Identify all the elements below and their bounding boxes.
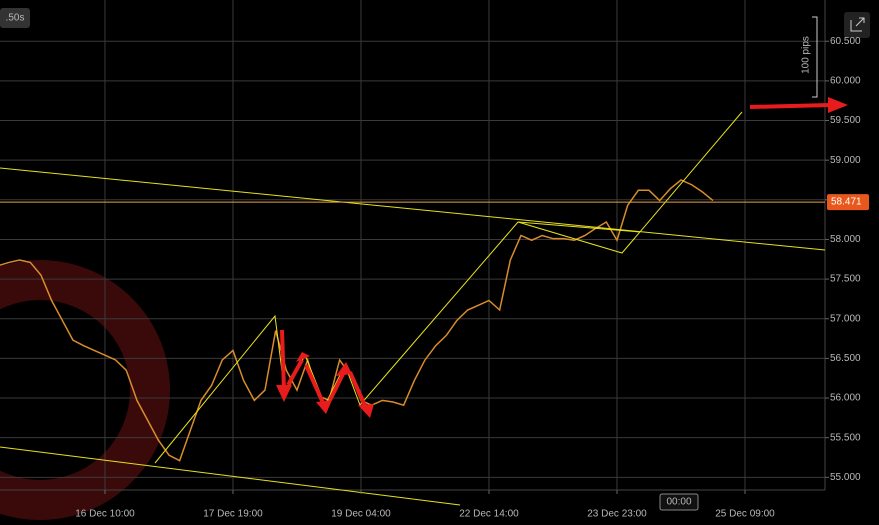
zigzag [154,111,743,464]
timeframe-box[interactable] [0,8,30,28]
arrow-head [276,385,292,402]
arrows [276,97,848,418]
x-tick-label: 17 Dec 19:00 [203,509,263,520]
y-tick-label: 57.500 [830,274,861,285]
y-tick-label: 55.500 [830,432,861,443]
current-price-label: 58.471 [831,197,862,208]
crosshair-box [659,493,699,511]
arrow-head [316,400,332,414]
range-bracket [812,16,818,98]
arrow-head [336,362,352,376]
y-tick-label: 60.500 [830,36,861,47]
arrow [328,371,346,401]
x-tick-label: 19 Dec 04:00 [331,509,391,520]
trend-line [0,167,826,251]
crosshair-label: 00:00 [666,497,691,508]
watermark [0,260,170,520]
arrow [749,103,831,109]
y-tick-label: 60.000 [830,76,861,87]
arrow-head [358,404,374,418]
arrow-head [828,97,848,113]
timeframe-label[interactable]: .50s [6,13,25,24]
arrow [304,364,326,406]
x-tick-label: 16 Dec 10:00 [75,509,135,520]
x-tick-label: 25 Dec 09:00 [715,509,775,520]
y-tick-label: 55.000 [830,472,861,483]
arrow [348,371,368,409]
x-tick-label: 22 Dec 14:00 [459,509,519,520]
y-tick-label: 59.000 [830,155,861,166]
y-tick-label: 59.500 [830,115,861,126]
expand-icon [850,17,865,32]
trend-line [0,446,461,506]
arrow [286,359,304,386]
x-tick-label: 23 Dec 23:00 [587,509,647,520]
trend-line [517,221,641,233]
current-price-box [827,194,869,211]
range-label: 100 pips [801,36,812,74]
arrow-head [296,352,310,362]
y-tick-label: 58.000 [830,234,861,245]
y-tick-label: 56.500 [830,353,861,364]
y-tick-label: 56.000 [830,393,861,404]
arrow [280,329,286,391]
drawings [0,111,826,506]
y-tick-label: 57.000 [830,313,861,324]
